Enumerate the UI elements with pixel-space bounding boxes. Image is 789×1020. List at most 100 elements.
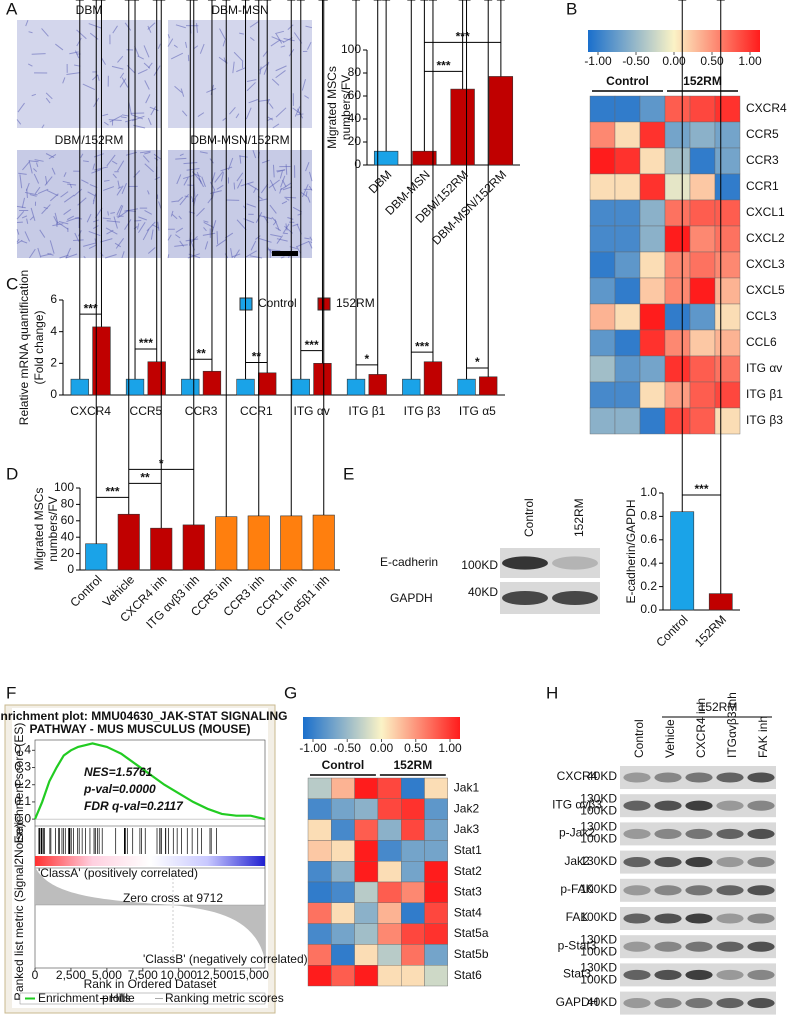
heatmap-cell — [639, 121, 666, 149]
heatmap-cell — [354, 902, 379, 924]
row-label: ITG β3 — [746, 413, 783, 427]
note: 'ClassA' (positively correlated) — [38, 866, 198, 880]
cell — [86, 213, 92, 223]
colorbar-label: 1.00 — [738, 54, 762, 68]
cell — [121, 77, 129, 88]
heatmap-cell — [589, 303, 616, 331]
cell — [271, 36, 285, 43]
row-label: Jak1 — [454, 781, 480, 795]
heatmap-cell — [664, 225, 691, 253]
legend-label: Hits — [110, 991, 131, 1005]
cell — [193, 45, 199, 50]
cell — [280, 256, 285, 259]
cell — [191, 236, 198, 243]
cell — [178, 215, 182, 220]
row-label: CCL3 — [746, 309, 777, 323]
cell — [128, 102, 132, 115]
y-tick-label: 0.1 — [14, 794, 31, 808]
cell — [249, 37, 255, 41]
cell — [54, 212, 59, 224]
heatmap-cell — [307, 965, 332, 987]
heatmap-cell — [689, 121, 716, 149]
colorbar-label: 0.00 — [662, 54, 686, 68]
cell — [236, 172, 244, 182]
row-label: Stat5a — [454, 926, 489, 940]
band — [685, 857, 713, 868]
row-label: CXCL1 — [746, 205, 785, 219]
cell — [106, 229, 114, 235]
cell — [255, 235, 261, 240]
cell — [203, 220, 209, 223]
cell — [121, 182, 127, 195]
heatmap-cell — [714, 381, 741, 409]
cell — [62, 180, 71, 184]
y-tick-label: 0.0 — [14, 811, 31, 825]
y-tick-label: 0.4 — [14, 742, 31, 756]
heatmap-cell — [307, 861, 332, 883]
lane-label: 152RM — [572, 498, 586, 537]
cell — [179, 153, 184, 157]
heatmap-cell — [401, 881, 425, 903]
sig-label: ** — [140, 470, 150, 484]
cell — [27, 63, 33, 67]
cell — [131, 114, 144, 120]
cell — [143, 62, 151, 69]
heatmap-cell — [664, 147, 691, 175]
marker-label: 130KD — [580, 791, 617, 805]
cell — [147, 190, 150, 195]
heatmap-cell — [614, 381, 641, 409]
cell — [63, 194, 75, 203]
cell — [147, 247, 156, 254]
y-tick-label: 0 — [50, 387, 57, 401]
bar — [150, 527, 173, 571]
heatmap-cell — [589, 329, 616, 357]
cell — [232, 61, 235, 74]
cell — [101, 57, 106, 65]
cell — [174, 244, 188, 247]
bar — [181, 378, 200, 396]
heatmap-cell — [354, 819, 379, 841]
band — [716, 969, 744, 980]
heatmap-cell — [714, 225, 741, 253]
cell — [25, 19, 29, 27]
cell — [119, 72, 125, 79]
cell — [37, 247, 42, 258]
heatmap-cell — [377, 840, 402, 862]
cell — [62, 77, 66, 84]
cell — [158, 201, 162, 209]
row-label: p-Jak2 — [559, 826, 595, 840]
cell — [267, 116, 274, 121]
y-tick-label: 100 — [341, 42, 361, 56]
x-tick-label: Control — [67, 572, 104, 609]
cell — [207, 197, 213, 204]
cell — [259, 238, 272, 243]
cell — [31, 53, 46, 55]
heatmap-cell — [354, 944, 379, 966]
cell — [150, 106, 157, 116]
y-tick-label: 40 — [348, 111, 362, 125]
band — [502, 556, 548, 570]
heatmap-cell — [664, 121, 691, 149]
cell — [271, 216, 277, 223]
heatmap-cell — [714, 329, 741, 357]
heatmap-cell — [689, 225, 716, 253]
heatmap-cell — [401, 902, 425, 924]
heatmap-cell — [401, 861, 425, 883]
y-axis-label: Migrated MSCs — [325, 66, 339, 149]
marker-label: 100KD — [461, 558, 498, 572]
band — [716, 913, 744, 924]
cell — [137, 55, 144, 60]
cell — [203, 227, 207, 232]
cell — [249, 255, 263, 259]
cell — [233, 249, 240, 259]
heatmap-cell — [424, 965, 448, 987]
y-tick-label: 20 — [348, 134, 362, 148]
cell — [270, 39, 281, 47]
band — [552, 556, 598, 570]
heatmap-cell — [354, 965, 379, 987]
x-tick-label: 7,500 — [128, 968, 158, 982]
cell — [33, 173, 40, 184]
x-tick-label: 2,500 — [56, 968, 86, 982]
cell — [69, 51, 79, 55]
cell — [175, 24, 186, 29]
